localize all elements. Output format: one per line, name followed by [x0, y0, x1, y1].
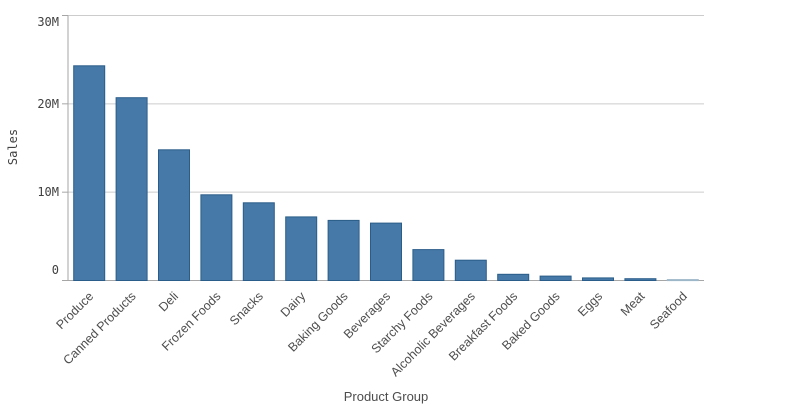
y-tick-label: 20M: [37, 97, 59, 111]
bar-eggs[interactable]: [582, 277, 614, 281]
x-category-label-seafood[interactable]: Seafood: [647, 289, 690, 332]
x-category-label-eggs[interactable]: Eggs: [575, 289, 605, 319]
bar-starchy-foods[interactable]: [412, 249, 445, 282]
x-category-label-canned-products[interactable]: Canned Products: [61, 289, 139, 367]
bar-baking-goods[interactable]: [327, 219, 360, 281]
bar-breakfast-foods[interactable]: [497, 273, 530, 281]
bar-meat[interactable]: [624, 278, 657, 282]
bar-seafood[interactable]: [666, 279, 699, 282]
y-tick-label: 10M: [37, 185, 59, 199]
x-axis-title: Product Group: [343, 389, 429, 404]
bar-alcoholic-beverages[interactable]: [454, 259, 487, 282]
y-tick-label: 0: [52, 263, 59, 277]
x-category-label-dairy[interactable]: Dairy: [278, 289, 309, 320]
x-category-label-deli[interactable]: Deli: [156, 289, 181, 314]
bar-deli[interactable]: [158, 149, 190, 281]
x-category-label-produce[interactable]: Produce: [53, 289, 96, 332]
y-axis-title: Sales: [6, 128, 20, 166]
x-category-label-snacks[interactable]: Snacks: [227, 289, 266, 328]
bar-frozen-foods[interactable]: [200, 194, 233, 281]
bar-dairy[interactable]: [285, 216, 318, 281]
y-tick-label: 30M: [37, 15, 59, 29]
bar-canned-products[interactable]: [115, 97, 148, 281]
bar-baked-goods[interactable]: [539, 275, 572, 282]
x-category-label-meat[interactable]: Meat: [618, 289, 648, 319]
bar-snacks[interactable]: [242, 202, 275, 281]
bar-beverages[interactable]: [370, 222, 402, 282]
bar-produce[interactable]: [73, 65, 106, 281]
